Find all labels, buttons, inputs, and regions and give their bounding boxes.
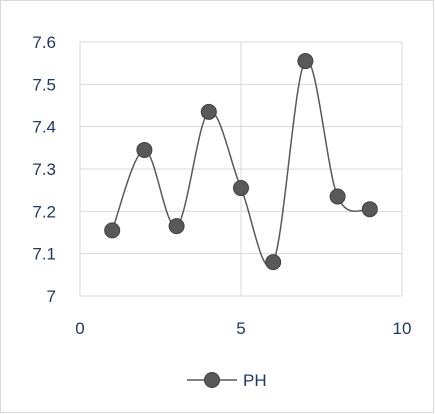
data-point: [136, 141, 153, 158]
x-tick-label: 0: [75, 319, 84, 338]
data-point: [361, 201, 378, 218]
y-tick-label: 7: [47, 287, 56, 306]
legend-label-ph: PH: [243, 371, 267, 390]
data-point: [104, 222, 121, 239]
y-axis-ticks: 7 7.1 7.2 7.3 7.4 7.5 7.6: [32, 33, 56, 306]
legend: PH: [187, 371, 267, 390]
y-tick-label: 7.6: [32, 33, 56, 52]
y-tick-label: 7.1: [32, 245, 56, 264]
y-tick-label: 7.4: [32, 118, 56, 137]
data-point: [233, 180, 249, 197]
series-ph: [104, 53, 378, 271]
data-point: [329, 188, 346, 205]
y-tick-label: 7.5: [32, 75, 56, 94]
data-point: [297, 53, 314, 70]
data-point: [168, 218, 185, 235]
x-tick-label: 5: [236, 319, 245, 338]
series-line: [111, 60, 371, 267]
x-tick-label: 10: [393, 319, 412, 338]
y-tick-label: 7.2: [32, 202, 56, 221]
y-tick-label: 7.3: [32, 160, 56, 179]
legend-marker: [204, 372, 220, 388]
data-point: [265, 254, 282, 271]
x-axis-ticks: 0 5 10: [75, 319, 411, 338]
grid: [79, 41, 403, 297]
data-point: [200, 103, 217, 120]
